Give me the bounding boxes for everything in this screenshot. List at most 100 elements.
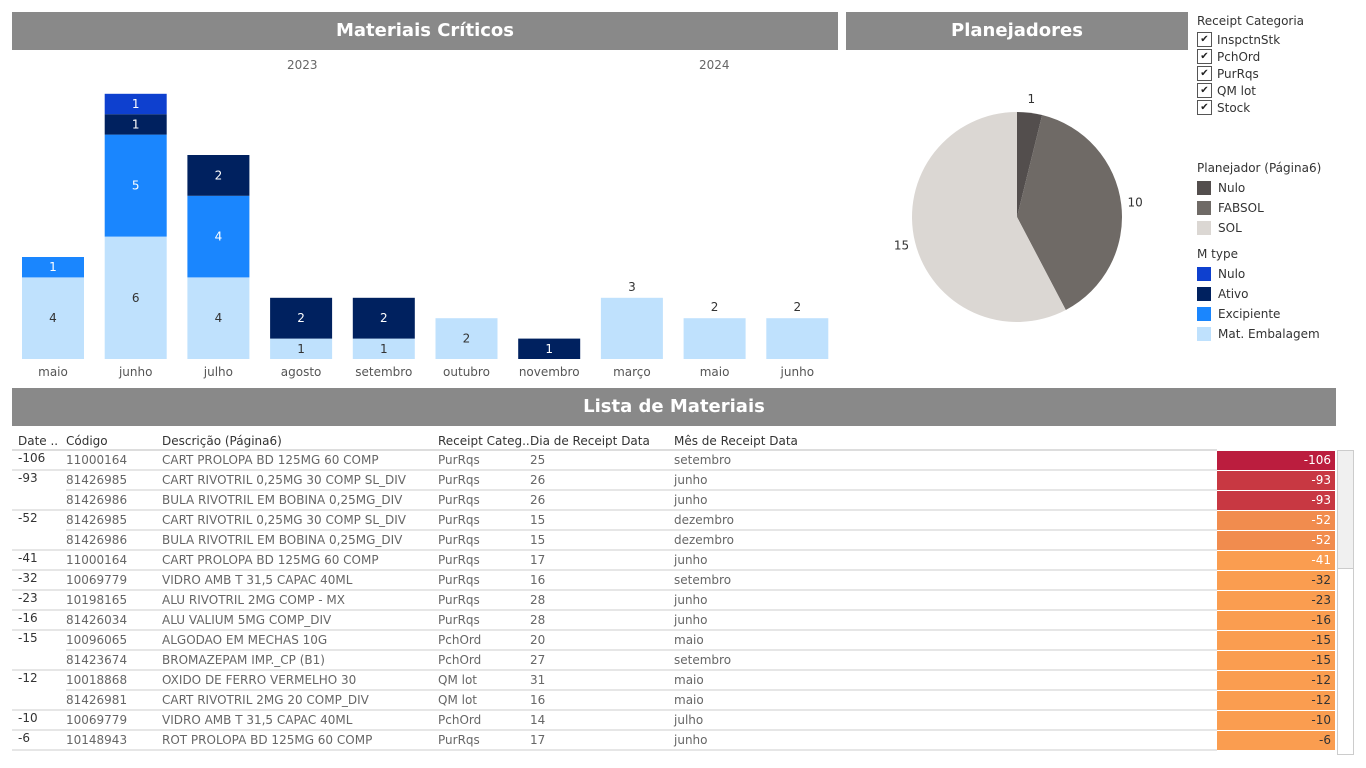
mtype-legend: M type Nulo Ativo Excipiente Mat. Embalagem [1197,247,1320,344]
x-tick-label: março [613,365,651,379]
table-row[interactable]: -12 10018868 OXIDO DE FERRO VERMELHO 30 QM … [12,670,1217,691]
cell: 26 [530,470,674,491]
cell [12,530,66,551]
heat-cell: -10 [1217,711,1335,730]
column-header[interactable]: Mês de Receipt Data [674,432,1217,451]
table-row[interactable]: 81426986 BULA RIVOTRIL EM BOBINA 0,25MG_D… [12,530,1217,551]
pie-slice-sol[interactable] [912,112,1066,322]
bar-segment[interactable] [352,338,415,359]
bar-segment[interactable] [104,236,167,359]
x-tick-label: maio [38,365,68,379]
cell: 10148943 [66,730,162,751]
table-row[interactable]: -52 81426985 CART RIVOTRIL 0,25MG 30 COMP … [12,510,1217,531]
scrollbar-track[interactable] [1337,450,1354,755]
x-tick-label: novembro [519,365,580,379]
column-header[interactable]: Dia de Receipt Data [530,432,674,451]
bar-segment[interactable] [187,195,250,278]
table-row[interactable]: 81426981 CART RIVOTRIL 2MG 20 COMP_DIV QM … [12,690,1217,711]
bar-label: 2 [380,311,388,325]
bar-label: 2 [215,168,223,182]
table-row[interactable]: -6 10148943 ROT PROLOPA BD 125MG 60 COMP Pu… [12,730,1217,751]
table-row[interactable]: -16 81426034 ALU VALIUM 5MG COMP_DIV PurRqs… [12,610,1217,631]
column-header[interactable]: Date .. [12,432,66,451]
cell: 25 [530,450,674,471]
cell: 27 [530,650,674,671]
x-tick-label: maio [700,365,730,379]
filter-item[interactable]: ✔ QM lot [1197,82,1304,99]
cell: 28 [530,590,674,611]
legend-item[interactable]: Mat. Embalagem [1197,324,1320,344]
cell: junho [674,470,1217,491]
cell: junho [674,730,1217,751]
bar-segment[interactable] [22,277,84,359]
table-row[interactable]: -32 10069779 VIDRO AMB T 31,5 CAPAC 40ML Pu… [12,570,1217,591]
legend-item[interactable]: Nulo [1197,178,1321,198]
filter-item[interactable]: ✔ PurRqs [1197,65,1304,82]
table-row[interactable]: -10 10069779 VIDRO AMB T 31,5 CAPAC 40ML Pc… [12,710,1217,731]
legend-label: SOL [1218,221,1242,235]
checkbox-icon[interactable]: ✔ [1197,66,1212,81]
bar-segment[interactable] [683,318,746,359]
table-row[interactable]: -106 11000164 CART PROLOPA BD 125MG 60 COM… [12,450,1217,471]
filter-item[interactable]: ✔ PchOrd [1197,48,1304,65]
filter-item[interactable]: ✔ Stock [1197,99,1304,116]
cell: ALGODAO EM MECHAS 10G [162,630,438,651]
legend-item[interactable]: Ativo [1197,284,1320,304]
legend-item[interactable]: Excipiente [1197,304,1320,324]
bar-segment[interactable] [104,134,167,237]
legend-item[interactable]: SOL [1197,218,1321,238]
scrollbar-thumb[interactable] [1338,451,1353,569]
cell: -41 [12,550,66,571]
bar-segment[interactable] [518,338,581,359]
table-row[interactable]: -15 10096065 ALGODAO EM MECHAS 10G PchOrd 20… [12,630,1217,651]
bar-segment[interactable] [766,318,829,359]
cell: 81426986 [66,490,162,511]
legend-label: Excipiente [1218,307,1281,321]
table-row[interactable]: 81426986 BULA RIVOTRIL EM BOBINA 0,25MG_D… [12,490,1217,511]
swatch-icon [1197,201,1211,215]
bar-segment[interactable] [187,277,250,359]
filter-title: Receipt Categoria [1197,14,1305,28]
column-header[interactable]: Receipt Categ.. [438,432,530,451]
bar-segment[interactable] [270,297,333,339]
column-header[interactable]: Descrição (Página6) [162,432,438,451]
bar-segment[interactable] [270,338,333,359]
cell: 81426034 [66,610,162,631]
pie-slice-nulo[interactable] [1017,112,1043,217]
table-row[interactable]: -41 11000164 CART PROLOPA BD 125MG 60 COMP… [12,550,1217,571]
pie-slice-fabsol[interactable] [1017,115,1122,310]
bar-label: 6 [132,291,140,305]
bar-label: 1 [132,97,140,111]
pie-chart: 1 10 15 [894,92,1143,322]
bar-segment[interactable] [104,114,167,135]
cell: setembro [674,570,1217,591]
cell: PurRqs [438,610,530,631]
heat-cell: -52 [1217,531,1335,550]
table-row[interactable]: -93 81426985 CART RIVOTRIL 0,25MG 30 COMP … [12,470,1217,491]
cell: PurRqs [438,510,530,531]
materiais-criticos-title: Materiais Críticos [12,12,838,50]
cell: junho [674,550,1217,571]
table-row[interactable]: -23 10198165 ALU RIVOTRIL 2MG COMP - MX Pur… [12,590,1217,611]
bar-segment[interactable] [187,155,250,196]
legend-item[interactable]: Nulo [1197,264,1320,284]
cell: 81426981 [66,690,162,711]
bar-segment[interactable] [435,318,498,359]
cell: PurRqs [438,730,530,751]
bar-segment[interactable] [352,297,415,339]
checkbox-icon[interactable]: ✔ [1197,100,1212,115]
bar-segment[interactable] [104,93,167,115]
cell: 15 [530,510,674,531]
legend-item[interactable]: FABSOL [1197,198,1321,218]
filter-item[interactable]: ✔ InspctnStk [1197,31,1304,48]
heat-cell: -16 [1217,611,1335,630]
column-header[interactable]: Código [66,432,162,451]
bar-segment[interactable] [22,257,84,278]
table-row[interactable]: 81423674 BROMAZEPAM IMP._CP (B1) PchOrd 27 s… [12,650,1217,671]
bar-segment[interactable] [600,297,663,359]
checkbox-icon[interactable]: ✔ [1197,32,1212,47]
checkbox-icon[interactable]: ✔ [1197,83,1212,98]
cell: dezembro [674,510,1217,531]
cell: 11000164 [66,450,162,471]
checkbox-icon[interactable]: ✔ [1197,49,1212,64]
